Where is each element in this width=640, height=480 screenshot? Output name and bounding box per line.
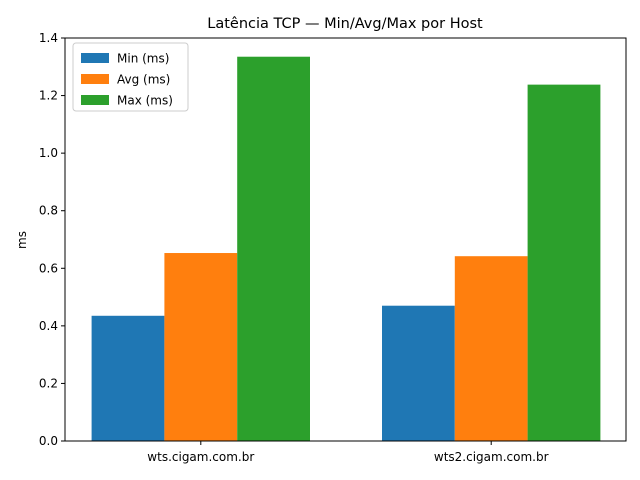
legend-swatch (81, 74, 109, 84)
y-tick-label: 0.6 (39, 261, 58, 275)
bar-max-ms-1 (237, 56, 310, 441)
bars-group (91, 56, 601, 441)
bar-avg-ms-1 (164, 253, 238, 441)
legend-entry: Max (ms) (117, 94, 173, 108)
legend-swatch (81, 53, 109, 63)
y-tick-label: 1.4 (39, 31, 58, 45)
y-tick-label: 0.8 (39, 204, 58, 218)
bar-min-ms-2 (382, 305, 455, 441)
bar-min-ms-1 (91, 315, 165, 441)
legend-entry: Min (ms) (117, 52, 169, 66)
plot-frame (64, 37, 627, 442)
legend: Min (ms) Avg (ms) Max (ms) (72, 42, 189, 112)
x-tick-label: wts.cigam.com.br (147, 450, 254, 464)
x-axis: wts.cigam.com.br wts2.cigam.com.br (147, 441, 549, 464)
chart-title: Latência TCP — Min/Avg/Max por Host (207, 16, 483, 32)
y-tick-label: 1.0 (39, 146, 58, 160)
y-tick-label: 1.2 (39, 89, 58, 103)
legend-entry: Avg (ms) (117, 73, 170, 87)
y-axis: 0.0 0.2 0.4 0.6 0.8 1.0 1.2 1.4 (39, 31, 65, 448)
y-tick-label: 0.0 (39, 434, 58, 448)
bar-max-ms-2 (527, 84, 601, 441)
bar-avg-ms-2 (454, 256, 528, 441)
y-tick-label: 0.2 (39, 376, 58, 390)
legend-swatch (81, 95, 109, 105)
x-tick-label: wts2.cigam.com.br (434, 450, 549, 464)
y-tick-label: 0.4 (39, 319, 58, 333)
y-axis-label: ms (15, 231, 29, 249)
